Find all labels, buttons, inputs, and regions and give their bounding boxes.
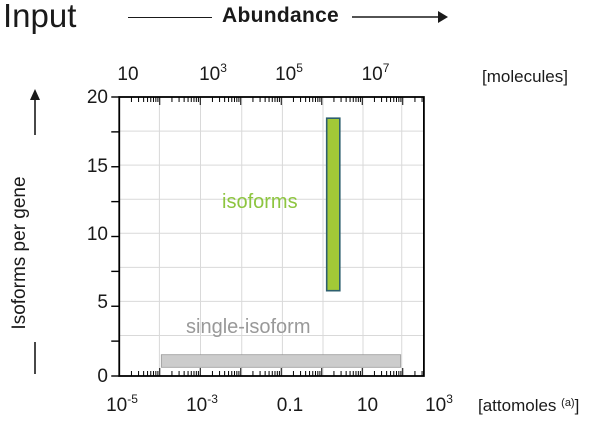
svg-text:0: 0 — [97, 366, 108, 387]
svg-text:15: 15 — [87, 156, 108, 177]
svg-text:10-5: 10-5 — [106, 392, 138, 416]
svg-text:[molecules]: [molecules] — [482, 67, 568, 86]
svg-text:10: 10 — [87, 224, 108, 245]
svg-text:107: 107 — [362, 61, 390, 85]
svg-text:105: 105 — [275, 61, 303, 85]
svg-text:single-isoform: single-isoform — [186, 316, 310, 338]
svg-text:10: 10 — [357, 395, 378, 416]
svg-text:10: 10 — [117, 64, 138, 85]
svg-text:103: 103 — [199, 61, 227, 85]
svg-text:isoforms: isoforms — [222, 191, 298, 213]
svg-text:20: 20 — [87, 87, 108, 108]
svg-text:103: 103 — [425, 392, 453, 416]
svg-text:5: 5 — [97, 292, 108, 313]
svg-text:10-3: 10-3 — [186, 392, 218, 416]
svg-text:[attomoles (a)]: [attomoles (a)] — [478, 396, 579, 415]
svg-text:0.1: 0.1 — [277, 395, 303, 416]
